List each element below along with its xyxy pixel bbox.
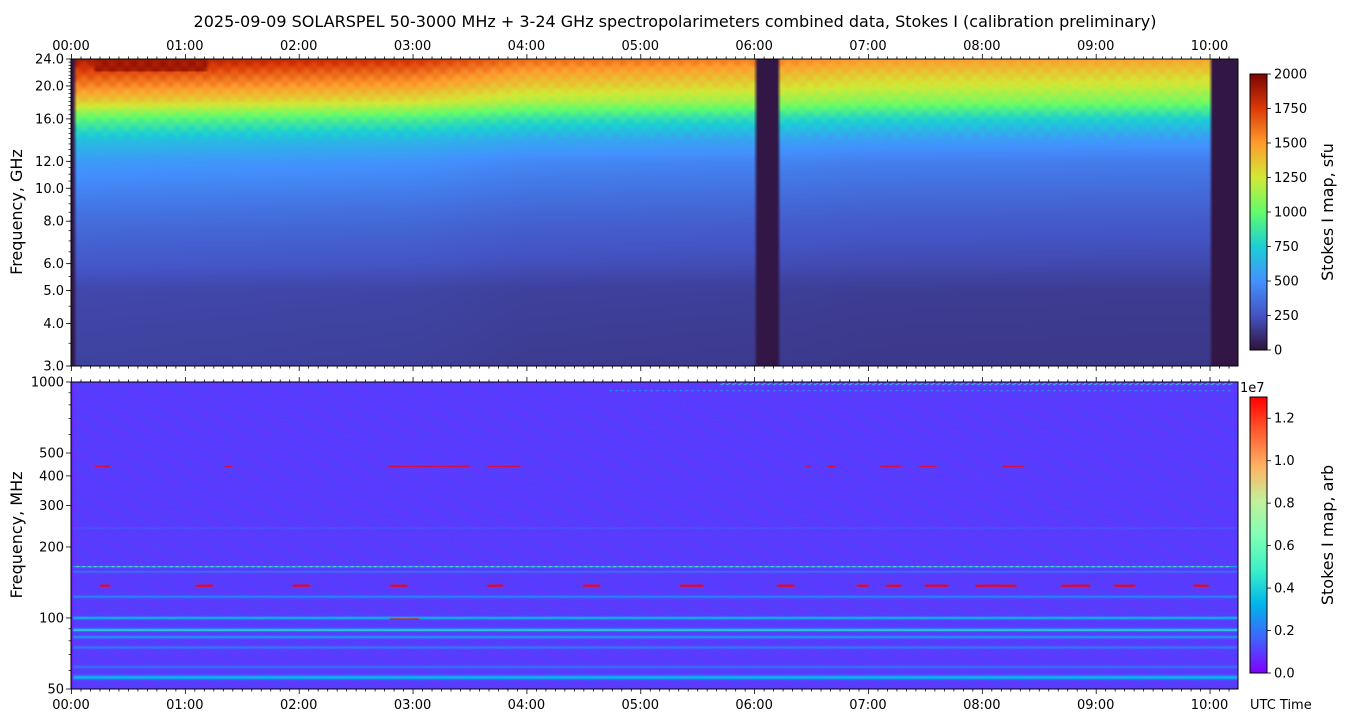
colorbar-tick-label: 500 bbox=[1274, 275, 1299, 290]
top-y-tick-label: 16.0 bbox=[35, 112, 64, 127]
bottom-y-tick-label: 400 bbox=[39, 469, 64, 484]
top-heatmap-image bbox=[71, 59, 1238, 366]
top-y-tick-label: 4.0 bbox=[43, 317, 64, 332]
bottom-colorbar-offset: 1e7 bbox=[1240, 381, 1265, 396]
bottom-x-tick-label: 03:00 bbox=[394, 698, 431, 713]
top-y-tick-label: 12.0 bbox=[35, 155, 64, 170]
colorbar-tick-label: 1750 bbox=[1274, 102, 1307, 117]
colorbar-tick-label: 1250 bbox=[1274, 171, 1307, 186]
bottom-y-tick-label: 300 bbox=[39, 499, 64, 514]
top-x-tick-label: 07:00 bbox=[849, 39, 886, 54]
bottom-x-tick-label: 06:00 bbox=[735, 698, 772, 713]
bottom-x-tick-label: 08:00 bbox=[963, 698, 1000, 713]
colorbar-tick-label: 250 bbox=[1274, 309, 1299, 324]
top-y-axis-label: Frequency, GHz bbox=[7, 149, 26, 275]
top-x-tick-label: 08:00 bbox=[963, 39, 1000, 54]
bottom-y-tick-label: 50 bbox=[47, 683, 64, 698]
top-y-tick-label: 24.0 bbox=[35, 53, 64, 68]
top-x-tick-label: 09:00 bbox=[1077, 39, 1114, 54]
top-x-tick-label: 10:00 bbox=[1191, 39, 1228, 54]
bottom-y-tick-label: 100 bbox=[39, 611, 64, 626]
top-colorbar-fill bbox=[1249, 73, 1268, 351]
bottom-x-tick-label: 05:00 bbox=[622, 698, 659, 713]
colorbar-tick-label: 0.4 bbox=[1274, 582, 1295, 597]
top-y-tick-label: 3.0 bbox=[43, 360, 64, 375]
top-y-tick-label: 5.0 bbox=[43, 284, 64, 299]
colorbar-tick-label: 0.2 bbox=[1274, 624, 1295, 639]
colorbar-tick-label: 1000 bbox=[1274, 206, 1307, 221]
colorbar-tick-label: 1.0 bbox=[1274, 454, 1295, 469]
bottom-y-tick-label: 200 bbox=[39, 540, 64, 555]
top-x-tick-label: 04:00 bbox=[508, 39, 545, 54]
top-x-tick-label: 00:00 bbox=[52, 39, 89, 54]
colorbar-tick-label: 750 bbox=[1274, 240, 1299, 255]
bottom-x-tick-label: 01:00 bbox=[166, 698, 203, 713]
top-x-tick-label: 02:00 bbox=[280, 39, 317, 54]
top-panel: 00:00 01:00 02:00 03:00 04:00 05:00 06:00 07:00… bbox=[7, 39, 1239, 375]
bottom-x-tick-label: 02:00 bbox=[280, 698, 317, 713]
bottom-colorbar-ticks: 1.2 1.0 0.8 0.6 0.4 0.2 0.0 bbox=[1267, 412, 1295, 682]
bottom-colorbar-fill bbox=[1249, 396, 1268, 674]
colorbar-tick-label: 2000 bbox=[1274, 68, 1307, 83]
chart-title: 2025-09-09 SOLARSPEL 50-3000 MHz + 3-24 … bbox=[194, 12, 1157, 31]
bottom-panel: 00:00 01:00 02:00 03:00 04:00 05:00 06:00 07:00… bbox=[7, 376, 1312, 714]
bottom-x-tick-label: 00:00 bbox=[52, 698, 89, 713]
colorbar-tick-label: 0.8 bbox=[1274, 497, 1295, 512]
colorbar-tick-label: 0.6 bbox=[1274, 539, 1295, 554]
bottom-colorbar: 1.2 1.0 0.8 0.6 0.4 0.2 0.0 1e7 Stokes I map, … bbox=[1240, 381, 1337, 682]
bottom-x-axis-label: UTC Time bbox=[1250, 698, 1312, 713]
top-colorbar: 2000 1750 1500 1250 1000 750 500 250 0 Stokes I … bbox=[1249, 68, 1337, 359]
top-panel-frame bbox=[70, 58, 1239, 367]
top-y-tick-label: 8.0 bbox=[43, 215, 64, 230]
colorbar-tick-label: 1.2 bbox=[1274, 412, 1295, 427]
colorbar-tick-label: 0 bbox=[1274, 344, 1282, 359]
bottom-y-tick-label: 500 bbox=[39, 447, 64, 462]
top-colorbar-ticks: 2000 1750 1500 1250 1000 750 500 250 0 bbox=[1267, 68, 1307, 359]
bottom-panel-marks: 00:00 01:00 02:00 03:00 04:00 05:00 06:00 07:00… bbox=[31, 376, 1230, 713]
bottom-panel-frame bbox=[70, 381, 1239, 690]
top-x-tick-label: 03:00 bbox=[394, 39, 431, 54]
top-x-tick-label: 01:00 bbox=[166, 39, 203, 54]
bottom-colorbar-label: Stokes I map, arb bbox=[1318, 465, 1337, 605]
bottom-x-tick-label: 07:00 bbox=[849, 698, 886, 713]
top-y-tick-label: 10.0 bbox=[35, 182, 64, 197]
bottom-y-tick-label: 1000 bbox=[31, 376, 64, 391]
bottom-x-tick-label: 04:00 bbox=[508, 698, 545, 713]
top-panel-marks: 00:00 01:00 02:00 03:00 04:00 05:00 06:00 07:00… bbox=[35, 39, 1230, 375]
bottom-heatmap-image bbox=[71, 382, 1238, 689]
colorbar-tick-label: 1500 bbox=[1274, 137, 1307, 152]
colorbar-tick-label: 0.0 bbox=[1274, 667, 1295, 682]
bottom-y-axis-label: Frequency, MHz bbox=[7, 471, 26, 598]
top-x-tick-label: 06:00 bbox=[735, 39, 772, 54]
top-x-tick-label: 05:00 bbox=[622, 39, 659, 54]
top-colorbar-label: Stokes I map, sfu bbox=[1318, 143, 1337, 281]
bottom-x-tick-label: 09:00 bbox=[1077, 698, 1114, 713]
bottom-x-tick-label: 10:00 bbox=[1191, 698, 1228, 713]
top-y-tick-label: 20.0 bbox=[35, 79, 64, 94]
top-y-tick-label: 6.0 bbox=[43, 257, 64, 272]
